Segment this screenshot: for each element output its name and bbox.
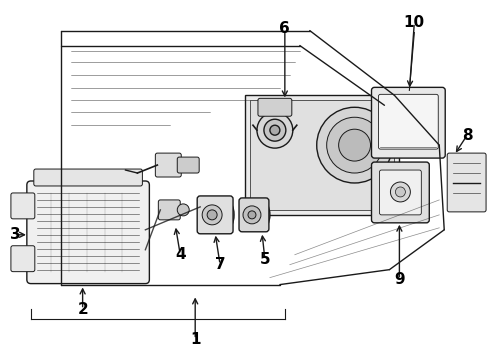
Circle shape bbox=[317, 107, 392, 183]
Circle shape bbox=[177, 204, 189, 216]
Text: 7: 7 bbox=[215, 257, 225, 272]
Bar bbox=[245, 95, 399, 215]
Text: 4: 4 bbox=[175, 247, 186, 262]
Ellipse shape bbox=[216, 199, 234, 231]
Circle shape bbox=[248, 211, 256, 219]
Circle shape bbox=[391, 182, 410, 202]
FancyBboxPatch shape bbox=[34, 169, 143, 186]
Ellipse shape bbox=[254, 201, 270, 229]
Text: 3: 3 bbox=[10, 227, 20, 242]
FancyBboxPatch shape bbox=[155, 153, 181, 177]
Text: 8: 8 bbox=[462, 128, 472, 143]
Circle shape bbox=[395, 187, 405, 197]
Circle shape bbox=[264, 119, 286, 141]
Text: 10: 10 bbox=[404, 15, 425, 30]
Text: 9: 9 bbox=[394, 272, 405, 287]
Circle shape bbox=[270, 125, 280, 135]
FancyBboxPatch shape bbox=[447, 153, 486, 212]
FancyBboxPatch shape bbox=[258, 98, 292, 116]
Text: 1: 1 bbox=[190, 332, 200, 347]
Circle shape bbox=[207, 210, 217, 220]
FancyBboxPatch shape bbox=[239, 198, 269, 232]
Circle shape bbox=[202, 205, 222, 225]
FancyBboxPatch shape bbox=[371, 87, 445, 158]
FancyBboxPatch shape bbox=[197, 196, 233, 234]
FancyBboxPatch shape bbox=[371, 162, 429, 223]
Bar bbox=[250, 100, 394, 210]
FancyBboxPatch shape bbox=[177, 157, 199, 173]
FancyBboxPatch shape bbox=[379, 170, 421, 215]
Circle shape bbox=[339, 129, 370, 161]
Circle shape bbox=[243, 206, 261, 224]
FancyBboxPatch shape bbox=[11, 246, 35, 272]
FancyBboxPatch shape bbox=[11, 193, 35, 219]
Text: 5: 5 bbox=[260, 252, 270, 267]
FancyBboxPatch shape bbox=[378, 94, 438, 149]
Circle shape bbox=[327, 117, 383, 173]
Text: 6: 6 bbox=[279, 21, 290, 36]
Circle shape bbox=[257, 112, 293, 148]
FancyBboxPatch shape bbox=[27, 181, 149, 284]
FancyBboxPatch shape bbox=[158, 200, 180, 220]
Text: 2: 2 bbox=[77, 302, 88, 317]
